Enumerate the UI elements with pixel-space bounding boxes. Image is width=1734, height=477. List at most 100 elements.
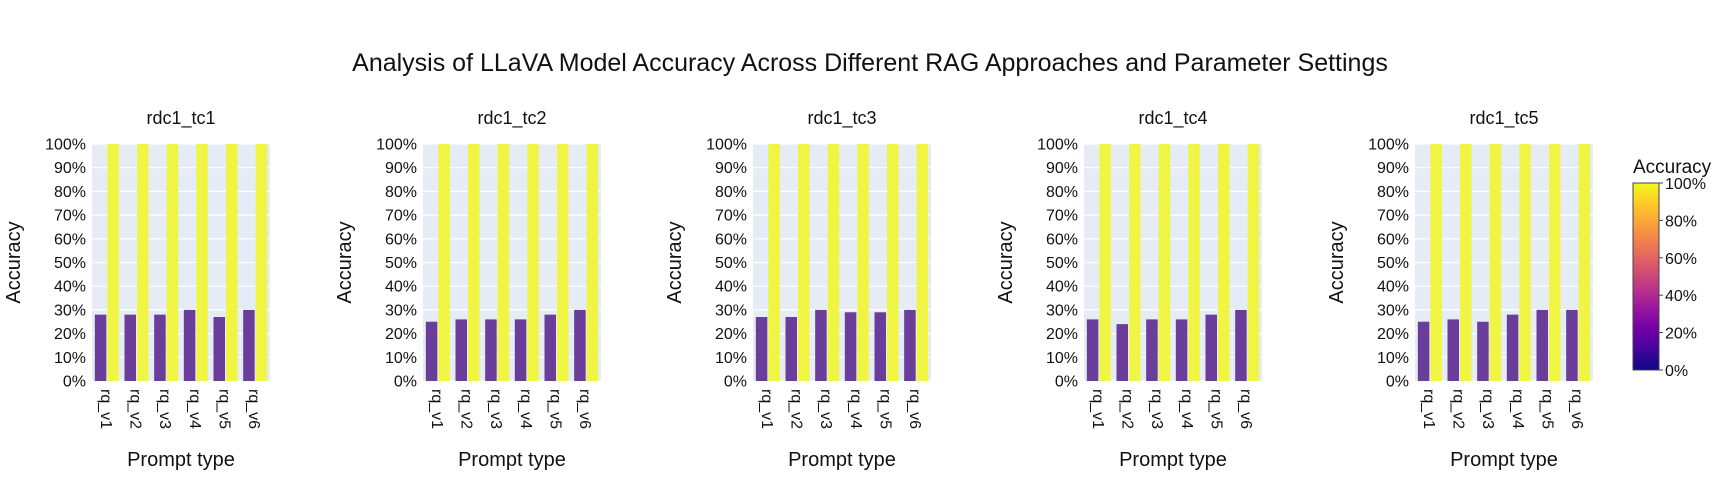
y-tick-label: 60% [54,231,86,248]
bar-high[interactable] [1460,144,1472,381]
bar-low[interactable] [1235,309,1247,381]
y-axis-label: Accuracy [995,221,1017,303]
y-tick-label: 20% [1377,326,1409,343]
x-tick-label: rq_v3 [156,389,173,429]
bar-low[interactable] [183,309,196,381]
bar-high[interactable] [166,144,179,381]
x-tick-label: rq_v3 [1479,389,1496,429]
subplot-3: 0% 10% 20% 30% 40% 50% 60% 70% 80% 90% 100% rq_v1 rq… [664,108,931,471]
subplot-title: rdc1_tc2 [477,108,546,129]
bar-high[interactable] [255,144,268,381]
y-tick-label: 50% [1377,255,1409,272]
bar-low[interactable] [755,317,768,381]
bar-low[interactable] [213,317,226,381]
bar-high[interactable] [1549,144,1561,381]
subplot-5: 0% 10% 20% 30% 40% 50% 60% 70% 80% 90% 100% rq_v1 rq… [1326,108,1593,471]
bar-high[interactable] [1129,144,1141,381]
bar-high[interactable] [1158,144,1171,381]
bar-low[interactable] [124,314,137,381]
bar-low[interactable] [455,319,468,381]
y-axis-label: Accuracy [334,221,356,303]
colorbar-tick-label: 20% [1665,326,1697,343]
bar-high[interactable] [827,144,840,381]
y-tick-label: 20% [1046,326,1078,343]
x-tick-label: rq_v4 [186,389,203,429]
bar-low[interactable] [815,309,827,381]
bar-low[interactable] [874,312,887,381]
bar-high[interactable] [857,144,869,381]
bar-high[interactable] [768,144,780,381]
bar-low[interactable] [1536,309,1549,381]
y-tick-label: 0% [394,374,417,391]
bar-low[interactable] [1086,319,1099,381]
bar-low[interactable] [243,309,255,381]
bar-high[interactable] [1430,144,1442,381]
bar-low[interactable] [1477,321,1489,381]
bar-low[interactable] [485,319,497,381]
bar-high[interactable] [1489,144,1502,381]
bar-high[interactable] [438,144,450,381]
bar-low[interactable] [94,314,107,381]
bar-high[interactable] [557,144,569,381]
bar-low[interactable] [844,312,857,381]
bar-low[interactable] [1417,321,1430,381]
y-tick-label: 90% [54,160,86,177]
bar-low[interactable] [1146,319,1158,381]
bar-high[interactable] [1188,144,1200,381]
x-axis-label: Prompt type [458,449,566,471]
bar-high[interactable] [468,144,480,381]
y-tick-label: 90% [1046,160,1078,177]
y-tick-label: 40% [1377,279,1409,296]
bar-high[interactable] [887,144,899,381]
y-tick-label: 30% [1046,302,1078,319]
colorbar-gradient [1632,182,1660,371]
bar-high[interactable] [1218,144,1230,381]
bar-low[interactable] [154,314,166,381]
y-tick-label: 70% [54,208,86,225]
subplot-title: rdc1_tc3 [807,108,876,129]
y-tick-label: 60% [715,231,747,248]
bar-high[interactable] [196,144,208,381]
x-tick-label: rq_v6 [906,389,923,429]
bar-high[interactable] [527,144,539,381]
panels: 0% 10% 20% 30% 40% 50% 60% 70% 80% 90% 100% rq_v1 rq… [3,108,1593,471]
bar-low[interactable] [1175,319,1188,381]
bar-high[interactable] [1578,144,1591,381]
bar-low[interactable] [1205,314,1218,381]
y-tick-label: 0% [63,374,86,391]
bar-low[interactable] [514,319,527,381]
bar-low[interactable] [425,321,438,381]
bar-low[interactable] [904,309,916,381]
y-tick-label: 50% [385,255,417,272]
bar-low[interactable] [1116,324,1129,381]
colorbar-tick-label: 0% [1665,363,1688,380]
bar-high[interactable] [1247,144,1260,381]
bar-low[interactable] [785,317,798,381]
bar-low[interactable] [1566,309,1578,381]
y-tick-label: 100% [706,137,747,154]
bar-low[interactable] [574,309,586,381]
bar-high[interactable] [916,144,929,381]
bar-high[interactable] [226,144,238,381]
bar-low[interactable] [544,314,557,381]
bar-high[interactable] [1519,144,1531,381]
bar-high[interactable] [1099,144,1111,381]
bar-low[interactable] [1506,314,1519,381]
bar-high[interactable] [586,144,599,381]
y-tick-label: 90% [715,160,747,177]
bar-high[interactable] [497,144,510,381]
y-tick-label: 100% [1368,137,1409,154]
bar-high[interactable] [798,144,810,381]
y-tick-label: 70% [715,208,747,225]
x-tick-label: rq_v4 [1509,389,1526,429]
bar-low[interactable] [1447,319,1460,381]
bar-high[interactable] [107,144,119,381]
x-tick-label: rq_v1 [1420,389,1437,429]
y-tick-label: 60% [1046,231,1078,248]
x-axis-label: Prompt type [788,449,896,471]
bar-high[interactable] [137,144,149,381]
y-tick-label: 40% [385,279,417,296]
y-axis-label: Accuracy [1326,221,1348,303]
y-tick-label: 10% [54,350,86,367]
